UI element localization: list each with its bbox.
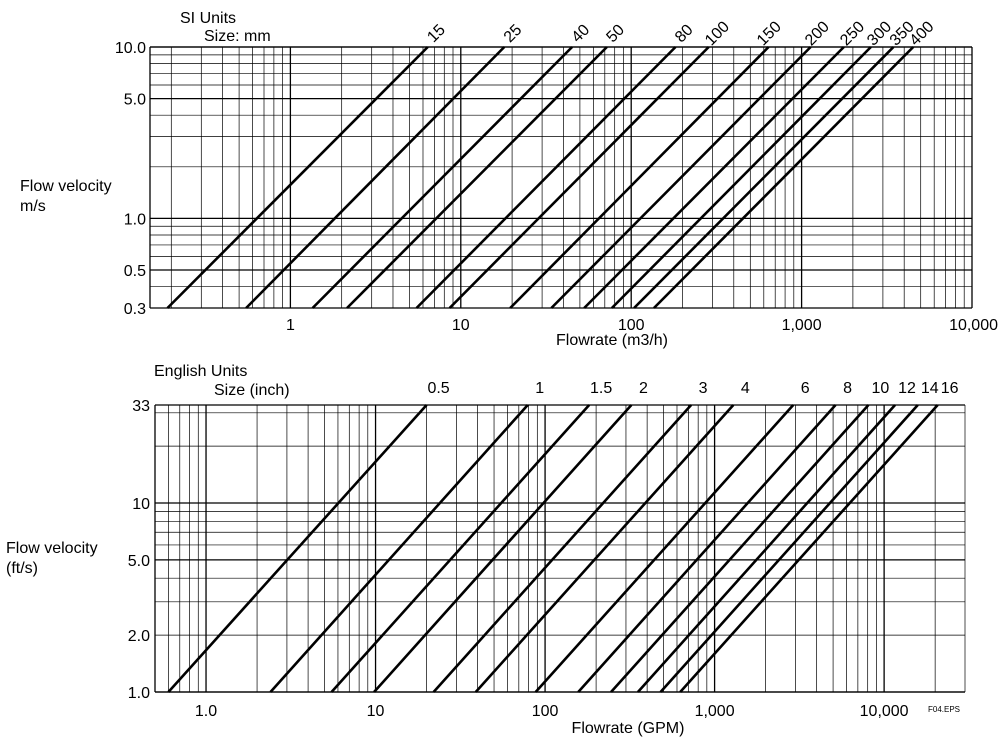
si-size-label: 50 [603,21,628,46]
english-tick-labels: 1.0 10 100 1,000 10,000 33 10 5.0 2.0 1.0 [128,398,909,720]
english-x-tick-label: 10,000 [860,703,909,720]
si-size-label: 40 [569,21,594,46]
si-size-line-25 [245,46,506,309]
si-y-axis-label: Flow velocity [20,178,112,195]
si-size-line-80 [415,46,677,309]
english-size-label: 12 [898,380,916,397]
english-y-tick-label: 10 [132,496,150,513]
si-size-line-100 [448,46,710,309]
english-size-heading: Size (inch) [214,382,290,399]
si-y-tick-label: 0.5 [124,263,146,280]
si-size-lines [166,46,915,309]
english-size-line-10 [610,404,870,693]
english-size-lines [167,404,939,693]
si-size-label: 100 [702,18,733,49]
si-size-line-200 [550,46,812,309]
english-size-line-16 [679,404,939,693]
english-size-line-3 [432,404,693,693]
si-x-tick-label: 10 [452,317,470,334]
english-x-tick-label: 1.0 [195,703,217,720]
english-x-tick-label: 10 [367,703,385,720]
english-size-label: 2 [639,380,648,397]
english-units-title: English Units [154,363,247,380]
si-size-label: 200 [802,18,833,49]
english-size-label: 10 [872,380,890,397]
english-size-label: 4 [741,380,750,397]
si-size-line-15 [166,46,429,309]
english-size-line-12 [636,404,897,693]
si-y-tick-label: 5.0 [124,92,146,109]
english-grid [154,404,966,693]
si-size-line-50 [346,46,608,309]
english-size-line-0_5 [167,404,428,693]
si-size-heading: Size: mm [204,28,271,45]
english-size-line-8 [577,404,837,693]
english-size-line-6 [534,404,795,693]
english-size-label: 6 [801,380,810,397]
si-x-tick-label: 10,000 [949,317,998,334]
si-y-axis-unit: m/s [20,198,46,215]
english-y-tick-label: 2.0 [128,628,150,645]
si-size-label: 15 [424,21,449,46]
english-y-axis-label: Flow velocity [6,540,98,557]
english-y-axis-unit: (ft/s) [6,560,38,577]
english-units-chart: 1.0 10 100 1,000 10,000 33 10 5.0 2.0 1.0 0.5 1 1.5… [6,363,966,737]
si-size-label: 400 [907,18,938,49]
si-size-label: 250 [837,18,868,49]
si-size-line-350 [633,46,895,309]
english-size-line-1 [269,404,529,693]
si-tick-labels: 1 10 100 1,000 10,000 10.0 5.0 1.0 0.5 0.3 [115,40,998,334]
english-y-tick-label: 1.0 [128,685,150,702]
si-x-tick-label: 100 [618,317,645,334]
english-size-label: 8 [843,380,852,397]
si-size-line-150 [509,46,770,309]
english-size-label: 16 [941,380,959,397]
si-size-label: 25 [501,21,526,46]
english-size-line-4 [474,404,735,693]
english-size-label: 3 [699,380,708,397]
si-x-axis-label: Flowrate (m3/h) [556,332,668,349]
english-x-axis-label: Flowrate (GPM) [572,720,685,737]
si-units-chart: 1 10 100 1,000 10,000 10.0 5.0 1.0 0.5 0.3 15 25 40… [20,10,998,349]
si-y-tick-label: 10.0 [115,40,146,57]
english-x-tick-label: 1,000 [695,703,735,720]
si-x-tick-label: 1 [286,317,295,334]
english-size-label: 1.5 [590,380,612,397]
si-size-label: 150 [754,18,785,49]
english-y-tick-label: 5.0 [128,553,150,570]
english-size-line-1_5 [330,404,591,693]
si-units-title: SI Units [180,10,236,27]
english-x-tick-label: 100 [532,703,559,720]
english-size-line-2 [373,404,633,693]
english-size-label: 1 [535,380,544,397]
si-y-tick-label: 1.0 [124,211,146,228]
si-x-tick-label: 1,000 [782,317,822,334]
si-grid [149,46,973,309]
figure-id: F04.EPS [928,705,960,714]
english-size-line-14 [659,404,919,693]
english-size-label: 14 [921,380,939,397]
english-size-labels: 0.5 1 1.5 2 3 4 6 8 10 12 14 16 [427,380,958,397]
si-size-line-400 [653,46,915,309]
si-size-line-300 [610,46,872,309]
si-size-line-250 [583,46,845,309]
english-y-tick-label: 33 [132,398,150,415]
english-size-label: 0.5 [427,380,449,397]
si-size-label: 80 [672,21,697,46]
si-size-line-40 [311,46,574,309]
si-y-tick-label: 0.3 [124,301,146,318]
